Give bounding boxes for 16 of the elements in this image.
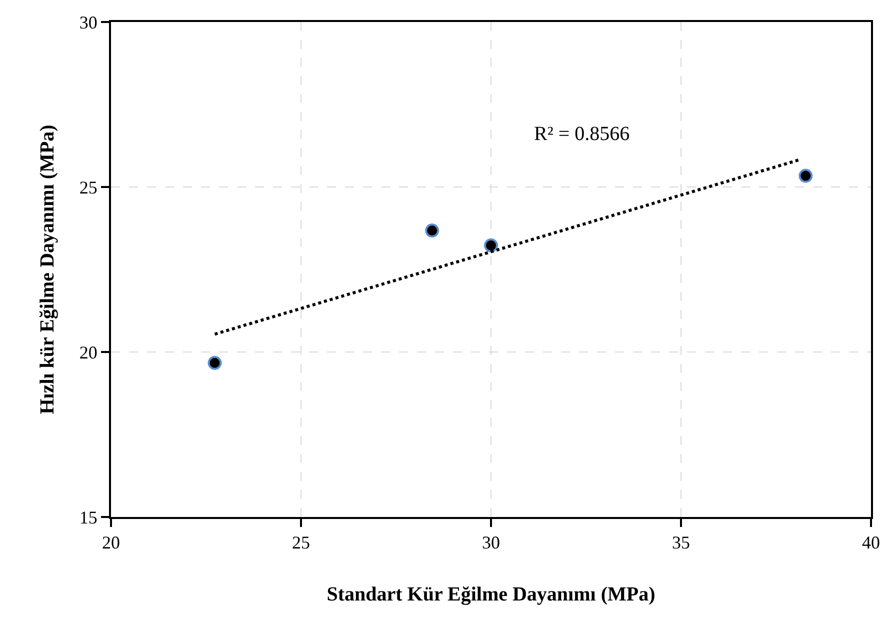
y-tick-label: 25 — [79, 177, 98, 198]
x-axis-title: Standart Kür Eğilme Dayanımı (MPa) — [326, 584, 656, 606]
x-tick-label: 30 — [482, 532, 500, 553]
point — [798, 168, 813, 183]
y-tick-label: 15 — [79, 507, 98, 528]
y-tick-label: 30 — [79, 12, 98, 32]
x-tick-label: 35 — [672, 532, 690, 553]
y-axis-title: Hızlı kür Eğilme Dayanımı (MPa) — [36, 124, 58, 414]
x-tick-label: 20 — [102, 532, 120, 553]
y-tick-label: 20 — [79, 342, 98, 362]
point — [484, 238, 498, 252]
point — [425, 224, 440, 238]
annotation: R² = 0.8566 — [534, 123, 630, 145]
x-tick-label: 25 — [292, 532, 310, 553]
point — [208, 356, 222, 370]
x-tick-label: 40 — [862, 532, 880, 553]
